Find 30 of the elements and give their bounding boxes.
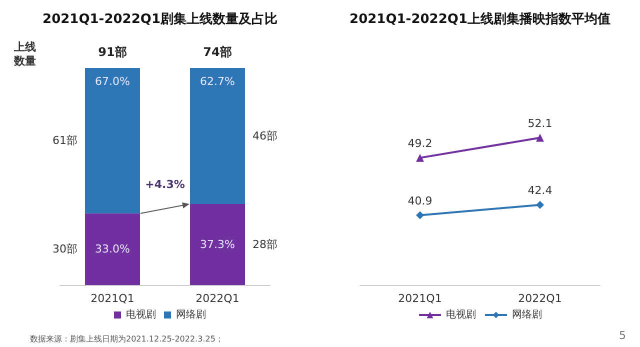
annotation: 28部 xyxy=(252,238,278,252)
source-note: 数据来源：剧集上线日期为2021.12.25-2022.3.25； xyxy=(30,334,224,344)
chart-title: 2021Q1-2022Q1上线剧集播映指数平均值 xyxy=(350,12,610,27)
data-label: 52.1 xyxy=(528,116,552,130)
annotation: 30部 xyxy=(52,242,78,256)
data-label: 42.4 xyxy=(528,184,552,197)
x-tick-label: 2021Q1 xyxy=(90,292,134,305)
legend-label: 电视剧 xyxy=(446,308,476,320)
data-label: 40.9 xyxy=(408,194,432,208)
point xyxy=(416,211,424,220)
data-label: 62.7% xyxy=(200,75,235,88)
point xyxy=(536,200,544,209)
x-tick-label: 2022Q1 xyxy=(196,292,240,305)
legend-label: 网络剧 xyxy=(512,308,542,320)
data-label: 37.3% xyxy=(200,238,235,252)
legend-label: 网络剧 xyxy=(176,308,206,320)
text: 91部 xyxy=(98,45,127,59)
data-label: 33.0% xyxy=(95,242,130,256)
text: 74部 xyxy=(203,45,232,59)
annotation: 61部 xyxy=(52,134,78,148)
data-label: 67.0% xyxy=(95,75,130,88)
annotation: 46部 xyxy=(252,130,278,143)
text: 5 xyxy=(619,329,626,342)
legend-label: 电视剧 xyxy=(126,308,156,320)
x-tick-label: 2021Q1 xyxy=(398,292,442,305)
x-tick-label: 2022Q1 xyxy=(518,292,562,305)
annotation: +4.3% xyxy=(145,178,185,192)
chart-title: 2021Q1-2022Q1剧集上线数量及占比 xyxy=(42,12,278,27)
data-label: 49.2 xyxy=(408,136,432,150)
y-axis-title: 上线数量 xyxy=(13,40,36,68)
